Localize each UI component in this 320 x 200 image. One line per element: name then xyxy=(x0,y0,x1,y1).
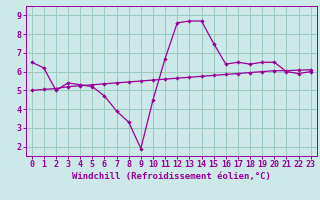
X-axis label: Windchill (Refroidissement éolien,°C): Windchill (Refroidissement éolien,°C) xyxy=(72,172,271,181)
